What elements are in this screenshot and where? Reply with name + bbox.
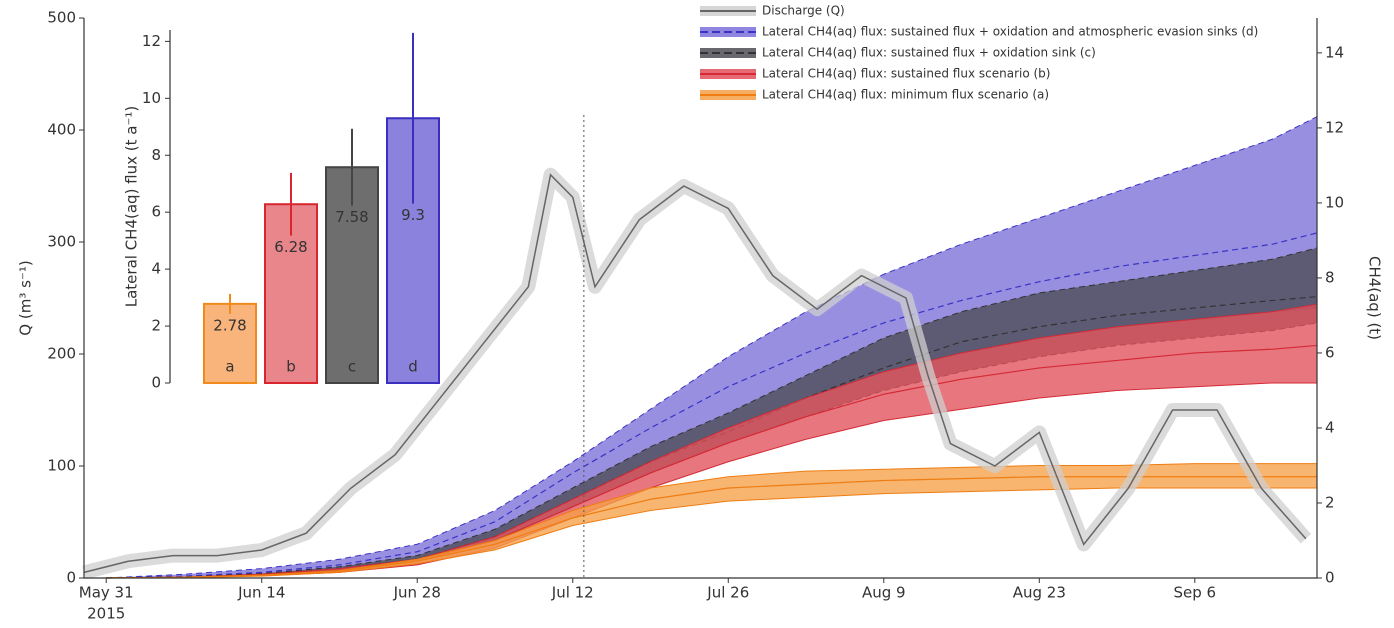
y2-tick-label: 14 [1325,43,1344,61]
legend-label: Lateral CH4(aq) flux: sustained flux + o… [762,25,1258,39]
series-line [106,232,1318,579]
category-label: d [408,358,418,376]
x-tick-label: Jun 28 [393,584,441,602]
category-label: a [225,358,234,376]
y2-axis-label: CH4(aq) (t) [1366,256,1384,340]
x-year-label: 2015 [87,605,125,623]
value-label: 9.3 [401,206,425,224]
y-tick-label: 400 [47,121,76,139]
inset-y-tick-label: 0 [151,374,161,392]
axes-frame [83,18,1318,579]
category-label: c [348,358,356,376]
y2-tick-label: 2 [1325,493,1335,511]
legend-label: Lateral CH4(aq) flux: sustained flux sce… [762,67,1050,81]
inset-y-tick-label: 8 [151,146,161,164]
inset-y-axis-label: Lateral CH4(aq) flux (t a⁻¹) [123,106,141,308]
value-label: 7.58 [335,208,368,226]
inset-y-tick-label: 4 [151,260,161,278]
y-tick-label: 200 [47,345,76,363]
y-axis-label: Q (m³ s⁻¹) [17,260,35,335]
legend-label: Lateral CH4(aq) flux: sustained flux + o… [762,46,1096,60]
value-label: 2.78 [213,316,246,334]
inset-y-tick-label: 2 [151,317,161,335]
y2-tick-label: 10 [1325,193,1344,211]
y2-tick-label: 12 [1325,118,1344,136]
discharge-line [83,173,1307,574]
x-tick-label: Aug 9 [862,584,906,602]
y2-tick-label: 0 [1325,569,1335,587]
legend-label: Discharge (Q) [762,4,845,18]
x-tick-label: Aug 23 [1013,584,1066,602]
y2-tick-label: 8 [1325,268,1335,286]
inset-y-tick-label: 10 [142,89,161,107]
x-tick-label: Jun 14 [237,584,285,602]
value-label: 6.28 [274,238,307,256]
x-tick-label: May 31 [79,584,134,602]
band-edge [106,247,1318,579]
series-line [106,476,1317,579]
y2-tick-label: 4 [1325,418,1335,436]
band-edge [106,303,1318,579]
uncertainty-band [106,116,1318,578]
y2-tick-label: 6 [1325,343,1335,361]
inset-y-tick-label: 6 [151,203,161,221]
category-label: b [286,358,296,376]
y-tick-label: 500 [47,9,76,27]
y-tick-label: 100 [47,457,76,475]
uncertainty-band [106,247,1318,578]
series-line [106,296,1318,579]
inset-y-tick-label: 12 [142,32,161,50]
y-tick-label: 300 [47,233,76,251]
y-tick-label: 0 [66,569,76,587]
x-tick-label: Jul 26 [706,584,749,602]
uncertainty-band [106,304,1318,578]
x-tick-label: Sep 6 [1174,584,1217,602]
legend-label: Lateral CH4(aq) flux: minimum flux scena… [762,88,1049,102]
uncertainty-band [106,463,1318,578]
band-edge [106,487,1317,579]
x-tick-label: Jul 12 [551,584,594,602]
